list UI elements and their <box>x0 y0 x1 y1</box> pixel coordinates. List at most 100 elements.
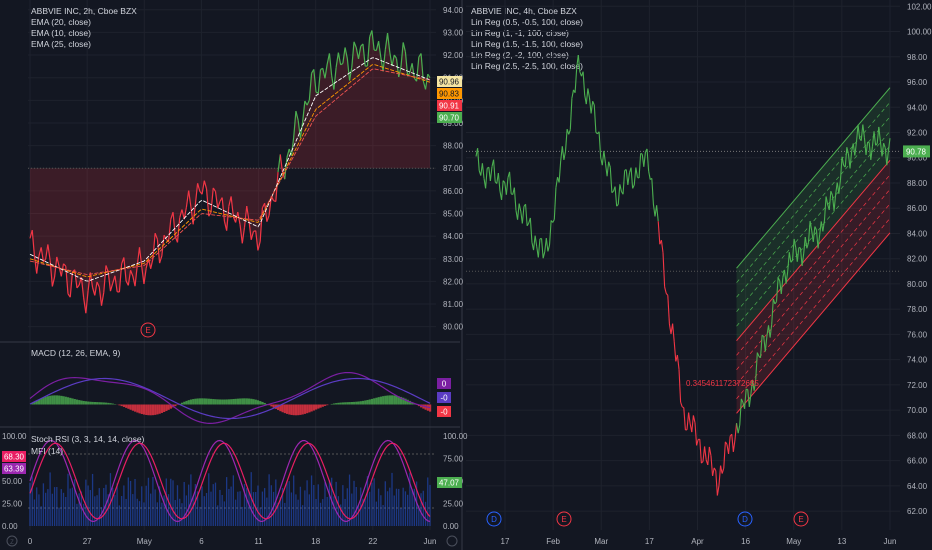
price-segment <box>83 297 87 314</box>
price-segment <box>694 422 698 446</box>
price-segment <box>598 131 602 158</box>
macd-histogram-bar <box>120 404 123 407</box>
price-segment <box>651 178 654 205</box>
macd-histogram-bar <box>339 402 342 405</box>
linreg-legend-4[interactable]: Lin Reg (2, -2, 100, close) <box>471 50 569 60</box>
macd-histogram-bar <box>263 402 266 405</box>
price-segment <box>630 167 634 189</box>
linreg-legend-1[interactable]: Lin Reg (0.5, -0.5, 100, close) <box>471 17 583 27</box>
right-price-pane[interactable] <box>475 54 891 496</box>
macd-legend[interactable]: MACD (12, 26, EMA, 9) <box>31 348 120 358</box>
price-segment <box>867 141 870 144</box>
macd-histogram-bar <box>145 404 148 415</box>
right-price-tick-label: 68.00 <box>907 431 928 440</box>
macd-histogram-bar <box>323 404 327 406</box>
price-segment <box>286 148 290 158</box>
price-segment <box>69 272 74 298</box>
stoch-tick-label-left: 50.00 <box>2 477 23 486</box>
event-marker-label: E <box>561 515 566 524</box>
price-segment <box>803 236 806 254</box>
price-segment <box>822 220 826 232</box>
left-price-tag-text: 90.70 <box>439 114 460 123</box>
macd-histogram-bar <box>395 395 398 405</box>
timezone-icon[interactable]: Z <box>6 535 18 547</box>
macd-histogram-bar <box>379 396 383 405</box>
price-segment <box>608 161 611 168</box>
left-price-pane[interactable] <box>29 30 431 314</box>
stoch-rsi-pane[interactable] <box>28 439 436 526</box>
macd-histogram-bar <box>104 402 108 405</box>
ema20-legend[interactable]: EMA (20, close) <box>31 17 91 27</box>
price-segment <box>141 266 145 285</box>
linreg-legend-2[interactable]: Lin Reg (1, -1, 100, close) <box>471 28 569 38</box>
price-segment <box>542 251 546 259</box>
price-segment <box>179 209 183 218</box>
left-price-tag <box>437 88 462 99</box>
price-segment <box>279 154 284 173</box>
macd-histogram-bar <box>142 404 146 415</box>
right-price-tick-label: 76.00 <box>907 330 928 339</box>
price-segment <box>783 270 787 284</box>
price-segment <box>529 217 533 243</box>
mfi-legend[interactable]: MFI (14) <box>31 446 63 456</box>
macd-histogram-bar <box>198 398 202 405</box>
price-area-fill <box>30 30 430 314</box>
macd-histogram-bar <box>303 404 307 414</box>
price-segment <box>734 423 738 441</box>
macd-histogram-bar <box>277 404 280 411</box>
right-price-tick-label: 100.00 <box>907 28 932 37</box>
macd-pane[interactable] <box>29 371 432 424</box>
ema10-legend[interactable]: EMA (10, close) <box>31 28 91 38</box>
macd-histogram-bar <box>140 404 143 415</box>
price-segment <box>33 256 38 274</box>
earnings-marker-label: E <box>145 326 150 335</box>
price-segment <box>357 46 362 60</box>
price-segment <box>759 335 763 358</box>
price-segment <box>590 101 594 114</box>
macd-histogram-bar <box>247 398 251 405</box>
stoch-right-tag-text: 47.07 <box>439 479 460 488</box>
price-segment <box>333 67 337 90</box>
macd-histogram-bar <box>71 398 74 405</box>
stoch-tick-label: 75.00 <box>443 455 464 464</box>
linreg-legend-5[interactable]: Lin Reg (2.5, -2.5, 100, close) <box>471 61 583 71</box>
price-segment <box>143 268 147 285</box>
macd-histogram-bar <box>78 400 81 405</box>
price-segment <box>587 88 591 99</box>
price-segment <box>415 57 420 82</box>
stoch-tick-label-left: 25.00 <box>2 500 23 509</box>
price-segment <box>865 141 869 156</box>
price-segment <box>40 247 45 262</box>
stoch-rsi-legend[interactable]: Stoch RSI (3, 3, 14, 14, close) <box>31 434 145 444</box>
price-segment <box>553 187 557 220</box>
price-segment <box>582 71 586 96</box>
price-segment <box>346 58 351 81</box>
ema25-legend[interactable]: EMA (25, close) <box>31 39 91 49</box>
macd-histogram-bar <box>205 398 208 405</box>
settings-icon[interactable] <box>446 535 458 547</box>
price-segment <box>769 324 773 338</box>
macd-histogram-bar <box>243 398 246 405</box>
macd-histogram-bar <box>373 398 376 405</box>
macd-histogram-bar <box>160 404 164 413</box>
price-segment <box>201 180 205 195</box>
linreg-legend-3[interactable]: Lin Reg (1.5, -1.5, 100, close) <box>471 39 583 49</box>
macd-histogram-bar <box>129 404 132 410</box>
price-segment <box>203 180 208 190</box>
macd-histogram-bar <box>335 403 338 405</box>
macd-histogram-bar <box>393 395 396 405</box>
price-segment <box>98 286 103 306</box>
macd-histogram-bar <box>241 398 244 405</box>
macd-histogram-bar <box>125 404 128 408</box>
left-price-tag-text: 90.83 <box>439 90 460 99</box>
price-segment <box>881 143 885 157</box>
price-segment <box>878 126 881 142</box>
macd-histogram-bar <box>46 396 50 405</box>
event-marker-label: D <box>491 515 497 524</box>
macd-histogram-bar <box>201 398 204 405</box>
earnings-marker[interactable] <box>140 322 156 338</box>
ema-line-1 <box>29 64 431 278</box>
price-segment <box>801 253 805 267</box>
price-segment <box>740 398 744 403</box>
